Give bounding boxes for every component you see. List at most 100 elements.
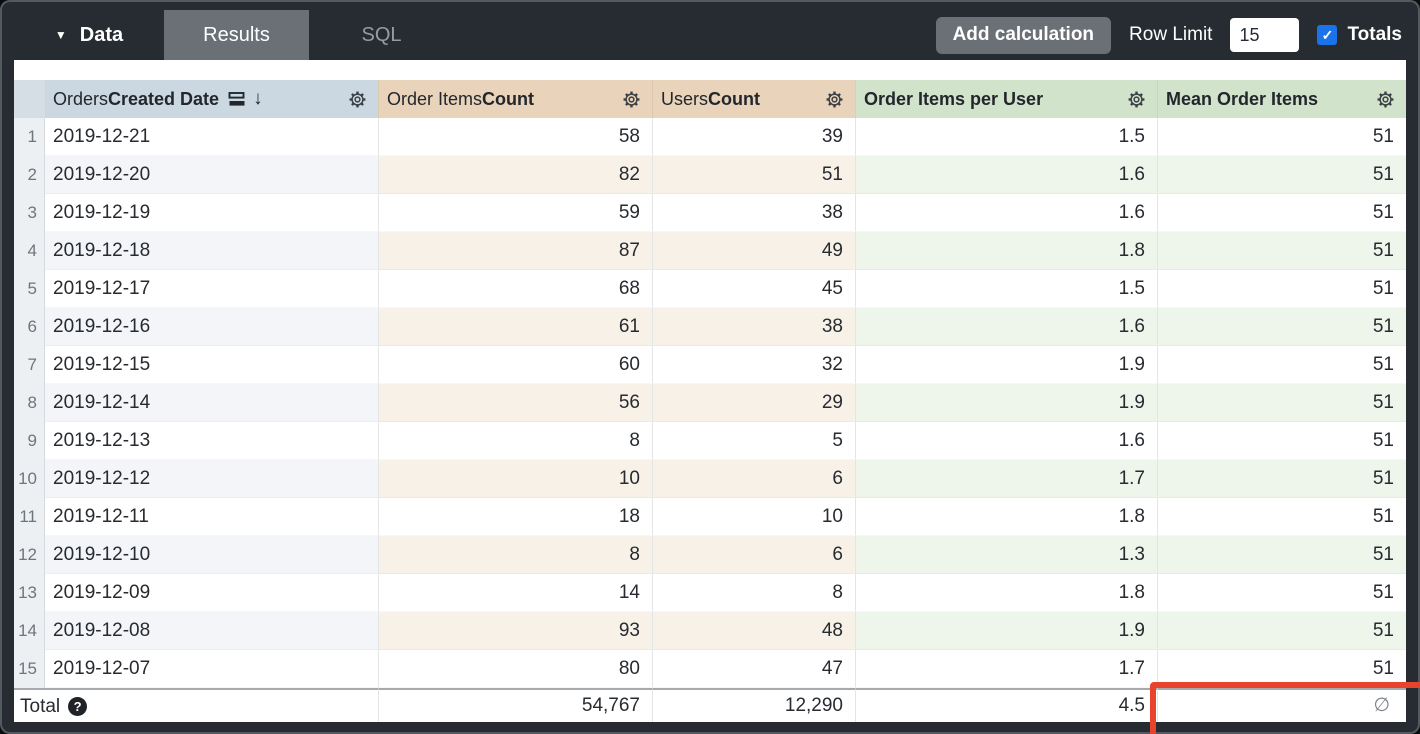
cell-order-items-count[interactable]: 56: [378, 384, 652, 422]
cell-order-items-count[interactable]: 59: [378, 194, 652, 232]
cell-order-items-per-user[interactable]: 1.6: [855, 308, 1157, 346]
gear-icon[interactable]: [621, 89, 642, 110]
cell-order-items-count[interactable]: 8: [378, 422, 652, 460]
cell-order-items-count[interactable]: 82: [378, 156, 652, 194]
cell-order-items-count[interactable]: 60: [378, 346, 652, 384]
cell-users-count[interactable]: 6: [652, 460, 855, 498]
cell-mean-order-items[interactable]: 51: [1157, 270, 1406, 308]
cell-users-count[interactable]: 39: [652, 118, 855, 156]
row-number: 8: [14, 384, 45, 422]
cell-orders-created-date[interactable]: 2019-12-18: [45, 232, 378, 270]
cell-mean-order-items[interactable]: 51: [1157, 384, 1406, 422]
cell-orders-created-date[interactable]: 2019-12-15: [45, 346, 378, 384]
header-orders-created-date[interactable]: Orders Created Date ↓: [45, 80, 378, 118]
cell-order-items-count[interactable]: 87: [378, 232, 652, 270]
cell-users-count[interactable]: 10: [652, 498, 855, 536]
cell-order-items-per-user[interactable]: 1.9: [855, 384, 1157, 422]
cell-order-items-count[interactable]: 10: [378, 460, 652, 498]
cell-order-items-per-user[interactable]: 1.6: [855, 156, 1157, 194]
row-limit-input[interactable]: [1230, 18, 1300, 52]
cell-mean-order-items[interactable]: 51: [1157, 422, 1406, 460]
cell-mean-order-items[interactable]: 51: [1157, 460, 1406, 498]
add-calculation-button[interactable]: Add calculation: [935, 16, 1112, 54]
cell-order-items-per-user[interactable]: 1.5: [855, 118, 1157, 156]
cell-mean-order-items[interactable]: 51: [1157, 650, 1406, 688]
cell-order-items-per-user[interactable]: 1.8: [855, 232, 1157, 270]
cell-users-count[interactable]: 32: [652, 346, 855, 384]
tab-results[interactable]: Results: [164, 10, 309, 60]
data-section-toggle[interactable]: ▼ Data: [14, 10, 164, 60]
cell-mean-order-items[interactable]: 51: [1157, 232, 1406, 270]
cell-order-items-count[interactable]: 80: [378, 650, 652, 688]
cell-orders-created-date[interactable]: 2019-12-11: [45, 498, 378, 536]
cell-order-items-count[interactable]: 14: [378, 574, 652, 612]
cell-order-items-per-user[interactable]: 1.3: [855, 536, 1157, 574]
total-order-items-count[interactable]: 54,767: [378, 688, 652, 722]
cell-orders-created-date[interactable]: 2019-12-13: [45, 422, 378, 460]
cell-order-items-per-user[interactable]: 1.9: [855, 346, 1157, 384]
cell-orders-created-date[interactable]: 2019-12-08: [45, 612, 378, 650]
cell-orders-created-date[interactable]: 2019-12-14: [45, 384, 378, 422]
cell-orders-created-date[interactable]: 2019-12-12: [45, 460, 378, 498]
tab-sql[interactable]: SQL: [361, 23, 402, 46]
cell-order-items-per-user[interactable]: 1.9: [855, 612, 1157, 650]
cell-orders-created-date[interactable]: 2019-12-10: [45, 536, 378, 574]
total-label: Total: [20, 695, 61, 717]
cell-order-items-count[interactable]: 58: [378, 118, 652, 156]
cell-order-items-count[interactable]: 93: [378, 612, 652, 650]
total-users-count[interactable]: 12,290: [652, 688, 855, 722]
cell-users-count[interactable]: 51: [652, 156, 855, 194]
cell-users-count[interactable]: 38: [652, 308, 855, 346]
gear-icon[interactable]: [824, 89, 845, 110]
cell-mean-order-items[interactable]: 51: [1157, 612, 1406, 650]
gear-icon[interactable]: [1375, 89, 1396, 110]
help-icon[interactable]: ?: [68, 696, 88, 716]
cell-mean-order-items[interactable]: 51: [1157, 308, 1406, 346]
total-label-cell: Total ?: [14, 688, 378, 722]
cell-order-items-per-user[interactable]: 1.6: [855, 194, 1157, 232]
cell-orders-created-date[interactable]: 2019-12-07: [45, 650, 378, 688]
gear-icon[interactable]: [1126, 89, 1147, 110]
total-mean-order-items[interactable]: ∅: [1157, 688, 1406, 722]
cell-orders-created-date[interactable]: 2019-12-17: [45, 270, 378, 308]
cell-mean-order-items[interactable]: 51: [1157, 118, 1406, 156]
cell-order-items-per-user[interactable]: 1.8: [855, 574, 1157, 612]
cell-orders-created-date[interactable]: 2019-12-09: [45, 574, 378, 612]
cell-order-items-count[interactable]: 8: [378, 536, 652, 574]
cell-users-count[interactable]: 5: [652, 422, 855, 460]
cell-users-count[interactable]: 48: [652, 612, 855, 650]
header-mean-order-items[interactable]: Mean Order Items: [1157, 80, 1406, 118]
totals-checkbox[interactable]: ✓: [1317, 25, 1338, 45]
cell-users-count[interactable]: 6: [652, 536, 855, 574]
cell-order-items-per-user[interactable]: 1.5: [855, 270, 1157, 308]
cell-mean-order-items[interactable]: 51: [1157, 574, 1406, 612]
cell-users-count[interactable]: 49: [652, 232, 855, 270]
header-users-count[interactable]: Users Count: [652, 80, 855, 118]
cell-users-count[interactable]: 38: [652, 194, 855, 232]
cell-orders-created-date[interactable]: 2019-12-21: [45, 118, 378, 156]
cell-orders-created-date[interactable]: 2019-12-20: [45, 156, 378, 194]
cell-order-items-count[interactable]: 68: [378, 270, 652, 308]
cell-order-items-count[interactable]: 18: [378, 498, 652, 536]
cell-orders-created-date[interactable]: 2019-12-16: [45, 308, 378, 346]
gear-icon[interactable]: [347, 89, 368, 110]
header-view-name: Orders: [53, 88, 109, 109]
cell-mean-order-items[interactable]: 51: [1157, 194, 1406, 232]
cell-order-items-count[interactable]: 61: [378, 308, 652, 346]
cell-users-count[interactable]: 47: [652, 650, 855, 688]
cell-mean-order-items[interactable]: 51: [1157, 498, 1406, 536]
total-order-items-per-user[interactable]: 4.5: [855, 688, 1157, 722]
cell-users-count[interactable]: 45: [652, 270, 855, 308]
cell-mean-order-items[interactable]: 51: [1157, 536, 1406, 574]
cell-mean-order-items[interactable]: 51: [1157, 156, 1406, 194]
cell-order-items-per-user[interactable]: 1.7: [855, 650, 1157, 688]
cell-order-items-per-user[interactable]: 1.7: [855, 460, 1157, 498]
cell-users-count[interactable]: 8: [652, 574, 855, 612]
cell-order-items-per-user[interactable]: 1.6: [855, 422, 1157, 460]
cell-mean-order-items[interactable]: 51: [1157, 346, 1406, 384]
cell-users-count[interactable]: 29: [652, 384, 855, 422]
cell-order-items-per-user[interactable]: 1.8: [855, 498, 1157, 536]
cell-orders-created-date[interactable]: 2019-12-19: [45, 194, 378, 232]
header-order-items-count[interactable]: Order Items Count: [378, 80, 652, 118]
header-order-items-per-user[interactable]: Order Items per User: [855, 80, 1157, 118]
